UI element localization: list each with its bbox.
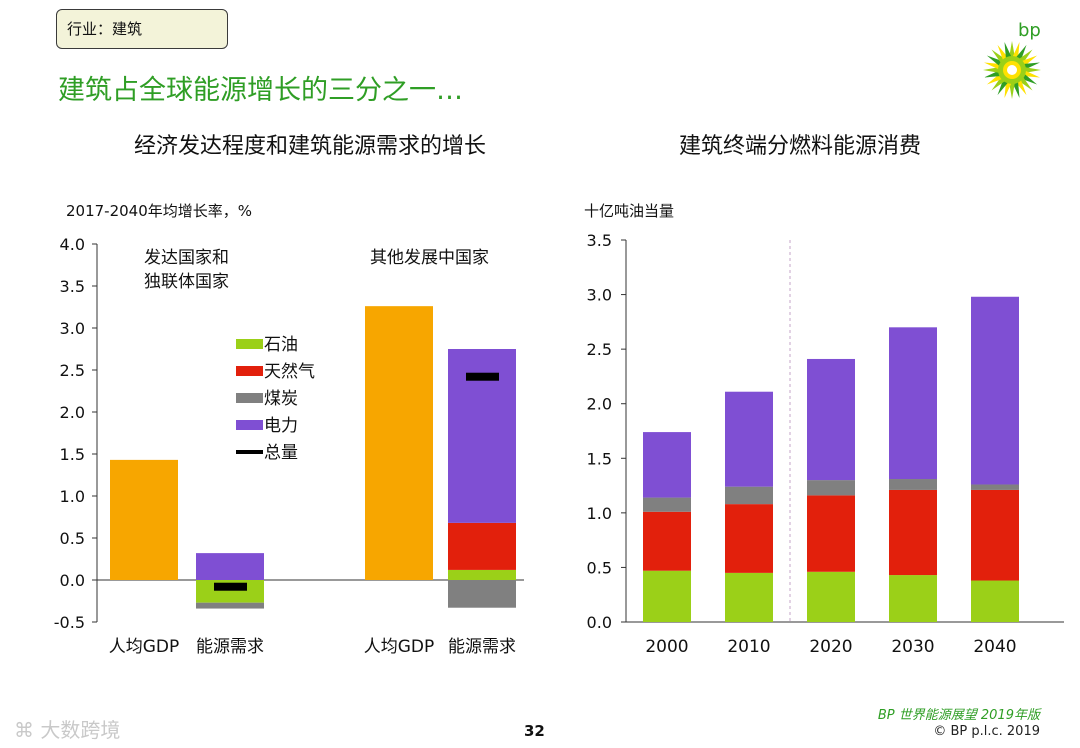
gdp-bar (110, 459, 178, 580)
x-category-label: 2000 (645, 637, 688, 657)
y-tick-label: 0.0 (587, 613, 612, 632)
y-tick-label: 2.5 (587, 340, 612, 359)
x-category-label: 2030 (891, 637, 934, 657)
oil-segment (807, 571, 855, 622)
legend-label: 煤炭 (264, 389, 298, 409)
gas-segment (889, 489, 937, 576)
page-number: 32 (524, 722, 545, 740)
copyright: © BP p.l.c. 2019 (933, 724, 1040, 739)
right-y-axis-label: 十亿吨油当量 (584, 202, 675, 220)
right-chart-title: 建筑终端分燃料能源消费 (678, 134, 921, 159)
y-tick-label: 3.5 (60, 277, 85, 296)
power-segment (807, 358, 855, 481)
group-label: 独联体国家 (144, 272, 229, 292)
coal-segment (196, 602, 264, 609)
legend-swatch-power (236, 420, 263, 430)
left-y-axis-label: 2017-2040年均增长率，% (66, 202, 253, 220)
oil-segment (643, 570, 691, 622)
bp-helios-logo-icon (983, 41, 1041, 99)
x-category-label: 2010 (727, 637, 770, 657)
y-tick-label: 3.0 (587, 286, 612, 305)
gdp-bar (365, 306, 433, 580)
coal-segment (448, 580, 516, 608)
watermark: ⌘ 大数跨境 (14, 718, 121, 742)
x-category-label: 能源需求 (448, 637, 516, 657)
power-segment (643, 432, 691, 498)
x-category-label: 2040 (973, 637, 1016, 657)
x-category-label: 能源需求 (196, 637, 264, 657)
coal-segment (725, 486, 773, 505)
y-tick-label: 4.0 (60, 235, 85, 254)
watermark-icon: ⌘ (14, 718, 41, 742)
y-tick-label: 3.0 (60, 319, 85, 338)
legend-swatch-total (236, 450, 263, 454)
gas-segment (448, 522, 516, 570)
legend-label: 天然气 (264, 362, 315, 382)
right-chart: 3.5 3.0 2.5 2.0 1.5 1.0 0.5 0.0 2000 2010 2020 2030… (587, 231, 1064, 657)
oil-segment (971, 580, 1019, 622)
group-label: 其他发展中国家 (370, 248, 489, 268)
oil-segment (448, 569, 516, 580)
y-tick-label: -0.5 (54, 613, 85, 632)
gas-segment (725, 504, 773, 573)
left-chart-title: 经济发达程度和建筑能源需求的增长 (133, 134, 486, 159)
power-segment (971, 296, 1019, 485)
x-category-label: 人均GDP (109, 637, 180, 657)
oil-segment (889, 575, 937, 622)
y-tick-label: 3.5 (587, 231, 612, 250)
gas-segment (807, 495, 855, 572)
y-tick-label: 0.5 (60, 529, 85, 548)
legend-swatch-gas (236, 366, 263, 376)
coal-segment (889, 479, 937, 490)
legend-label: 电力 (264, 416, 298, 436)
legend-swatch-coal (236, 393, 263, 403)
power-segment (889, 327, 937, 480)
power-segment (196, 553, 264, 580)
x-category-label: 人均GDP (364, 637, 435, 657)
coal-segment (807, 480, 855, 496)
legend-label: 总量 (264, 443, 298, 463)
y-tick-label: 0.0 (60, 571, 85, 590)
oil-segment (725, 572, 773, 622)
y-tick-label: 1.0 (587, 504, 612, 523)
bp-logo-text: bp (1018, 20, 1041, 41)
y-tick-label: 1.0 (60, 487, 85, 506)
y-tick-label: 2.0 (587, 395, 612, 414)
legend-swatch-oil (236, 339, 263, 349)
coal-segment (643, 497, 691, 512)
power-segment (725, 391, 773, 487)
y-tick-label: 1.5 (587, 449, 612, 468)
y-tick-label: 2.0 (60, 403, 85, 422)
edition-label: BP 世界能源展望 2019年版 (877, 708, 1040, 723)
legend-label: 石油 (264, 335, 298, 355)
left-chart: 4.0 3.5 3.0 2.5 2.0 1.5 1.0 0.5 0.0 -0.5 发达国家和独联体国… (54, 235, 524, 657)
y-tick-label: 1.5 (60, 445, 85, 464)
coal-segment (971, 484, 1019, 490)
gas-segment (643, 511, 691, 571)
total-marker (466, 372, 499, 381)
gas-segment (971, 489, 1019, 581)
industry-tag: 行业：建筑 (56, 9, 228, 49)
group-label: 发达国家和 (144, 248, 229, 268)
slide-title: 建筑占全球能源增长的三分之一… (58, 75, 463, 106)
y-tick-label: 2.5 (60, 361, 85, 380)
x-category-label: 2020 (809, 637, 852, 657)
y-tick-label: 0.5 (587, 558, 612, 577)
total-marker (214, 582, 247, 591)
